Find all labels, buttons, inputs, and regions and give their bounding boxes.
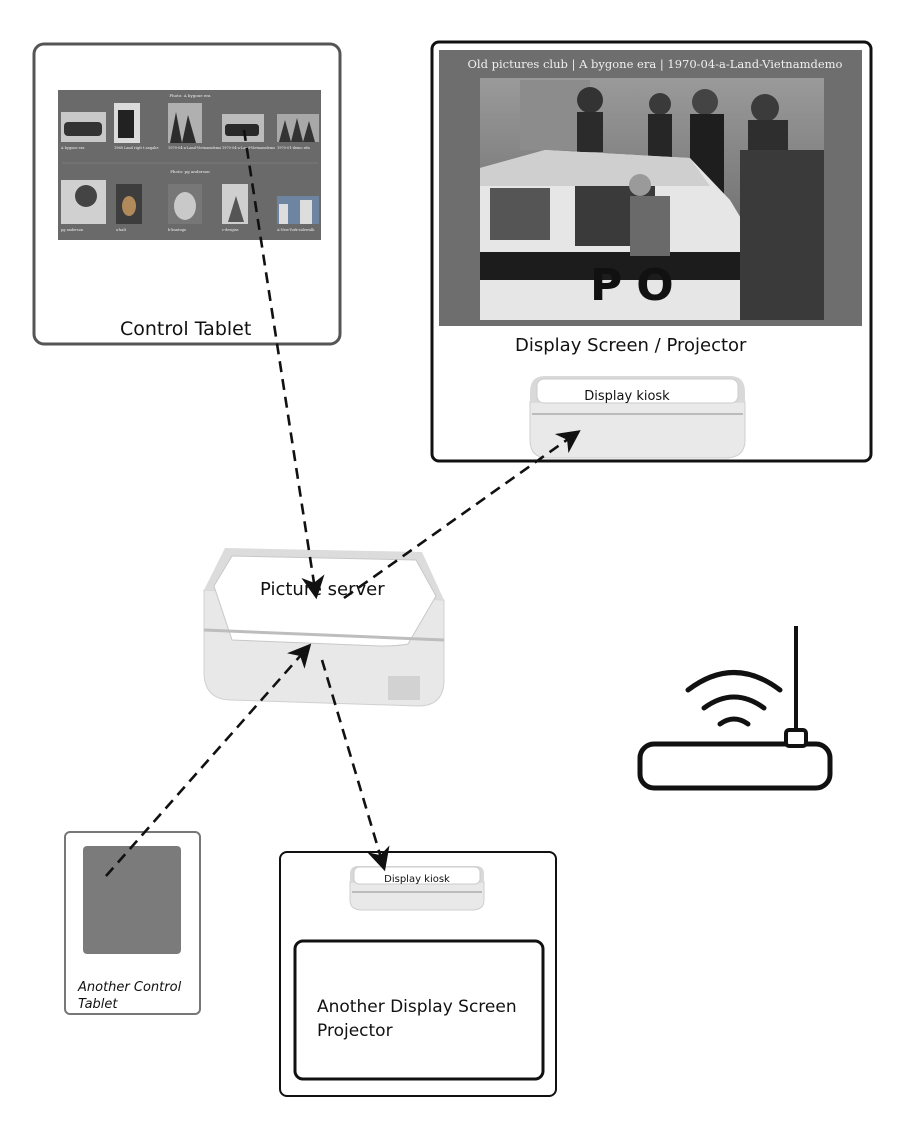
gallery-caption: 1970-01-demo rdn (277, 146, 310, 150)
arrow-server-to-kiosk (343, 430, 581, 600)
gallery-caption: b-kuntuge (168, 228, 186, 232)
another-display-screen (293, 939, 545, 1081)
display-kiosk-2-label: Display kiosk (384, 874, 450, 885)
another-control-tablet[interactable]: Another Control Tablet (64, 831, 201, 1015)
tablet-gallery: Photo: A bygone era A bygone era 1968 La… (58, 90, 321, 240)
arrow-tablet-to-server (242, 129, 325, 600)
gallery-caption: 1970-04-a-Land-Vietnamdemo (222, 146, 275, 150)
gallery-caption: 1970-04-a-Land-Vietnamdemo (168, 146, 221, 150)
gallery-title-2: Photo: pg anderson (170, 169, 210, 174)
gallery-caption: A-New-York-sidewalk (276, 228, 315, 232)
control-tablet-label: Control Tablet (120, 318, 251, 340)
display-kiosk-1[interactable]: Display kiosk (529, 376, 746, 459)
another-display-label-line1: Another Display Screen (317, 997, 517, 1017)
display-screen-label: Display Screen / Projector (515, 335, 747, 356)
display-kiosk-1-label: Display kiosk (584, 389, 670, 404)
wifi-router-icon (637, 626, 833, 791)
another-tablet-label-line1: Another Control (77, 980, 182, 995)
another-display-label-line2: Projector (317, 1021, 393, 1041)
picture-server[interactable]: Picture server (203, 548, 445, 707)
display-header: Old pictures club | A bygone era | 1970-… (468, 57, 843, 72)
control-tablet[interactable]: Photo: A bygone era A bygone era 1968 La… (32, 42, 342, 346)
arrow-another-tablet-to-server (105, 643, 312, 877)
gallery-caption: A bygone era (60, 146, 84, 150)
another-tablet-label-line2: Tablet (78, 997, 118, 1012)
arrow-server-to-kiosk-2 (320, 659, 390, 872)
gallery-caption: 1968 Land rigtt t angahe (114, 146, 159, 150)
gallery-title-1: Photo: A bygone era (169, 93, 211, 98)
display-kiosk-2[interactable]: Display kiosk (349, 866, 485, 911)
gallery-caption: a-kalt (116, 228, 127, 232)
display-screen-projector[interactable]: Old pictures club | A bygone era | 1970-… (430, 40, 873, 463)
gallery-caption: pg anderson (61, 228, 84, 232)
gallery-caption: c-deegiss (222, 228, 239, 232)
another-display-projector[interactable]: Display kiosk Another Display Screen Pro… (279, 851, 557, 1097)
another-tablet-screen[interactable] (83, 846, 181, 954)
projected-photo: Old pictures club | A bygone era | 1970-… (439, 50, 862, 326)
car-door-letters: PO (590, 260, 688, 311)
